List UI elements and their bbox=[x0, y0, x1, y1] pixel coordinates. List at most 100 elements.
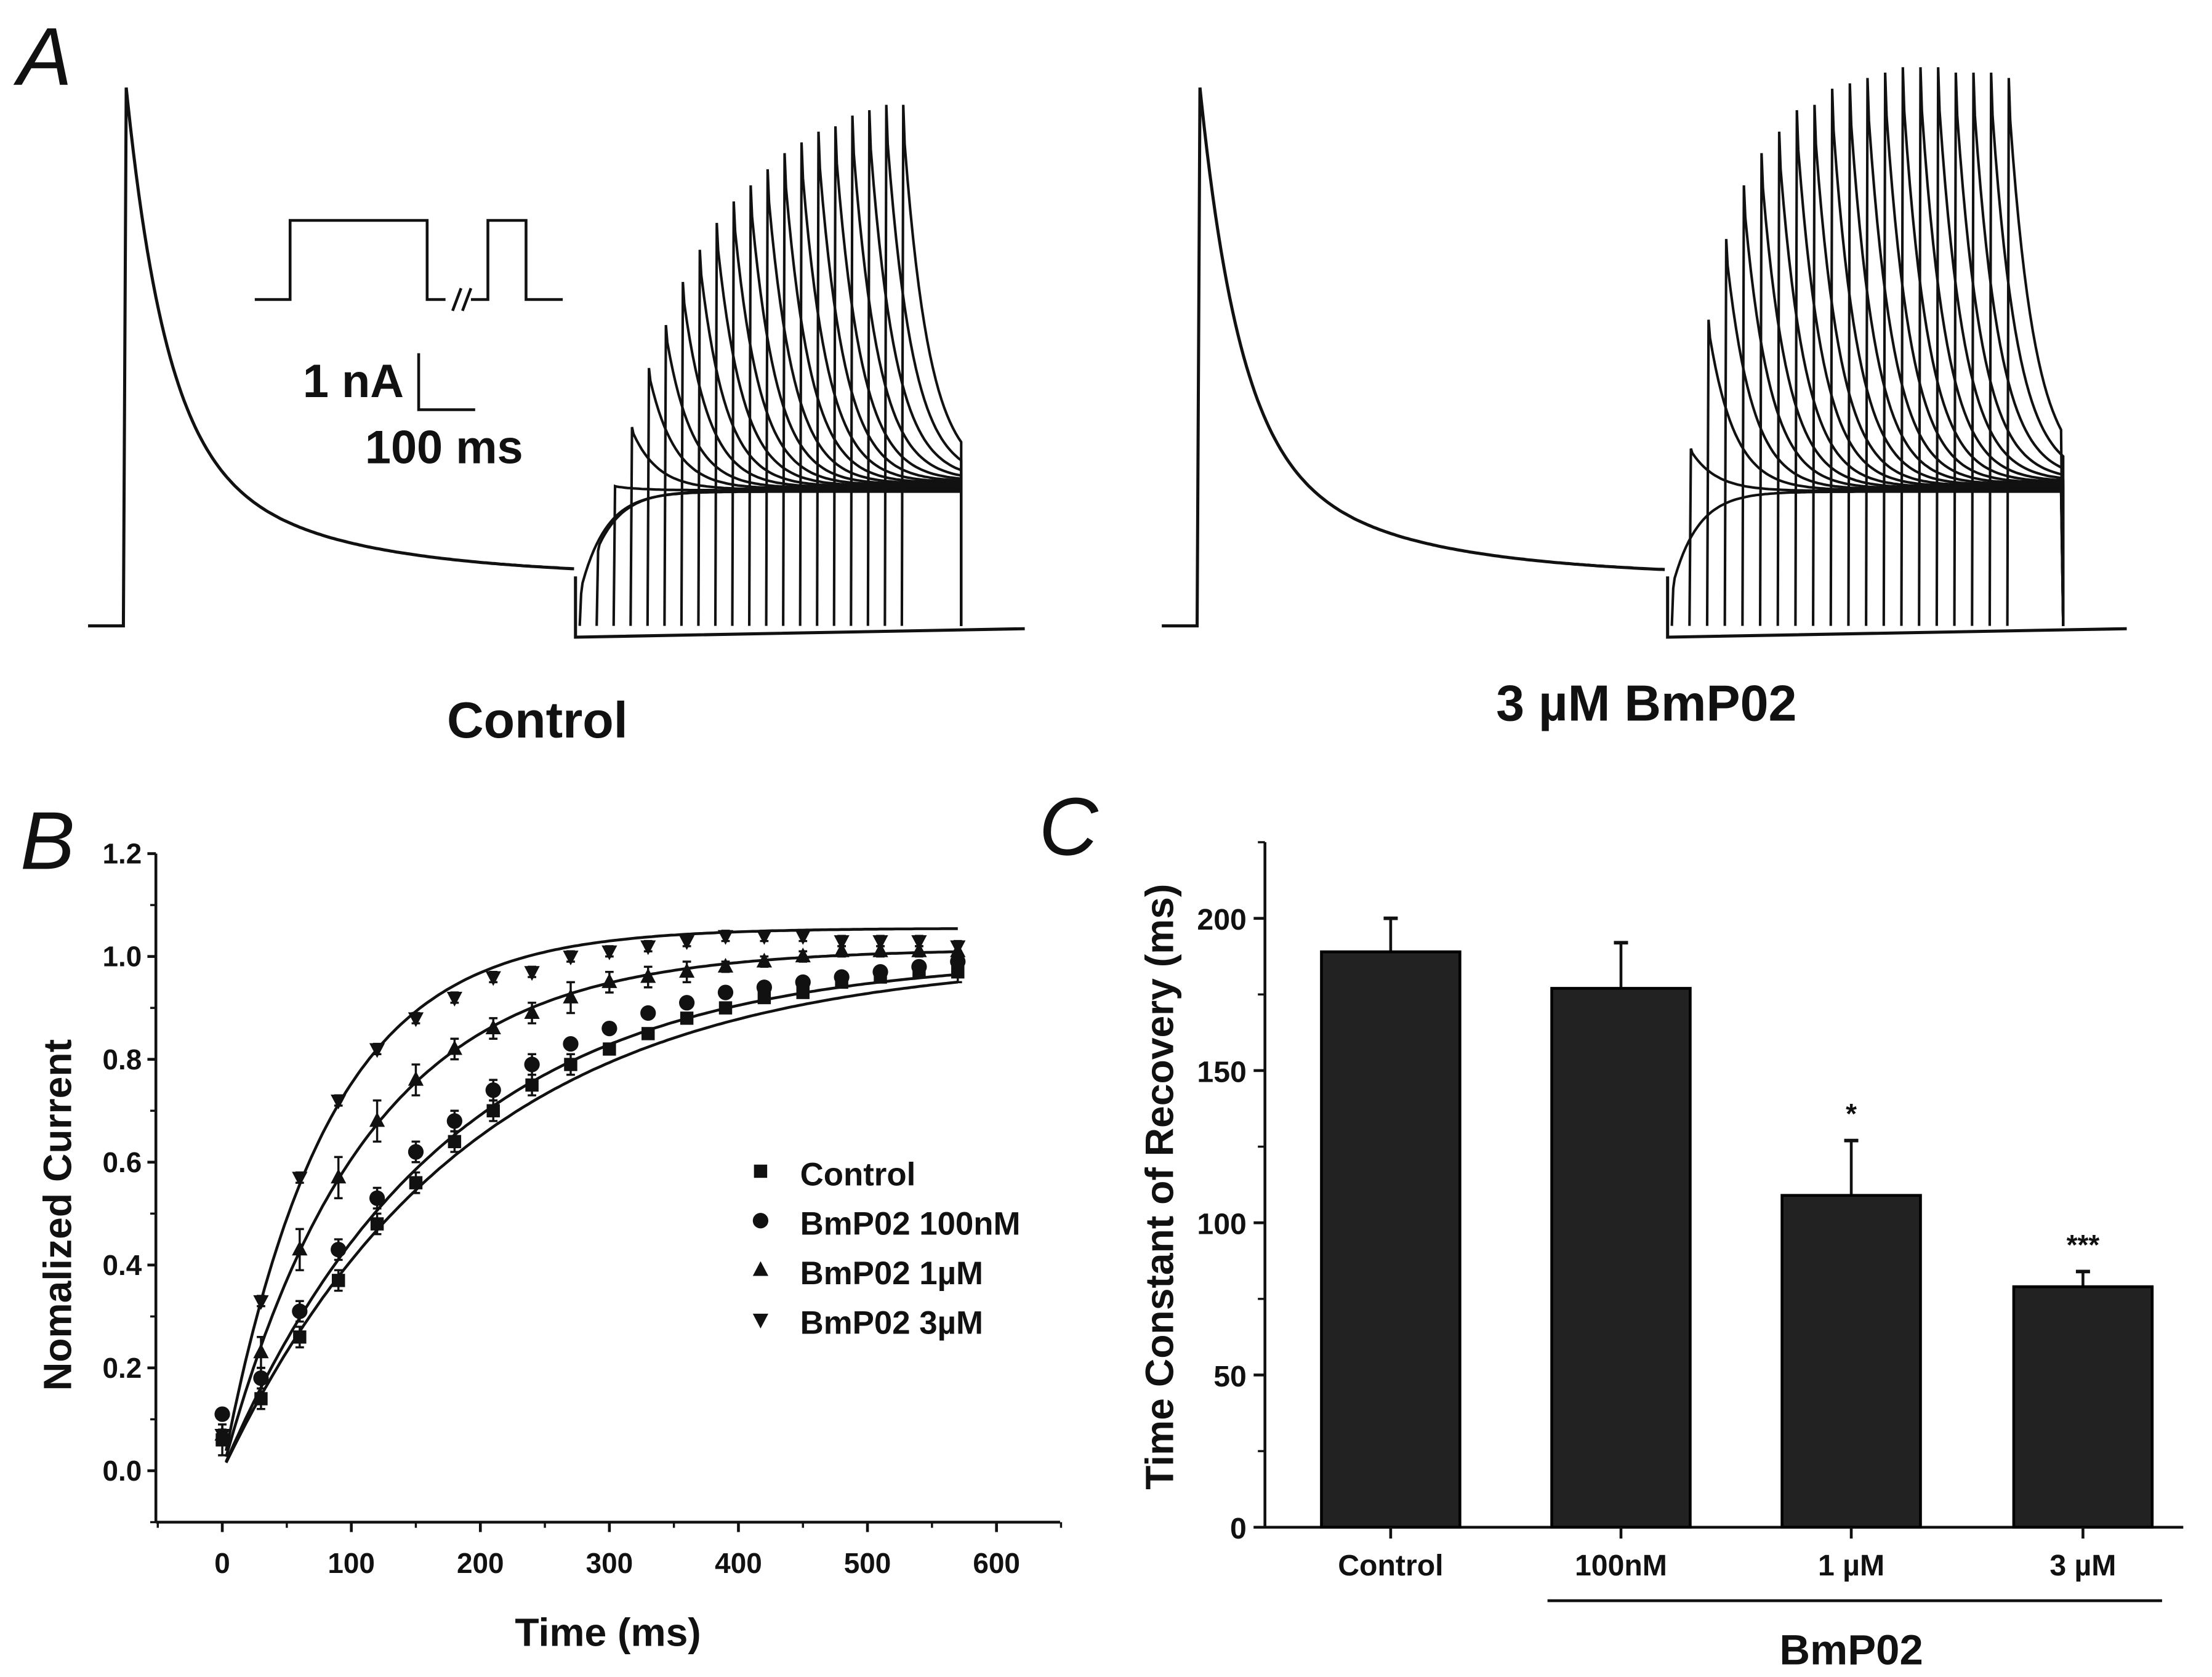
data-point bbox=[524, 966, 540, 981]
y-tick-label: 0.8 bbox=[102, 1044, 142, 1076]
fit-curve bbox=[225, 950, 958, 1457]
test-pulse-trace bbox=[595, 489, 963, 626]
series-bmp02-100nm bbox=[214, 954, 966, 1463]
bar bbox=[1320, 950, 1462, 1529]
panel-label-b: B bbox=[20, 795, 75, 887]
data-point bbox=[756, 952, 772, 968]
data-point bbox=[485, 1019, 501, 1035]
conditioning-trace bbox=[88, 87, 574, 628]
data-point bbox=[409, 1176, 423, 1189]
data-point bbox=[872, 935, 888, 951]
data-point bbox=[950, 940, 966, 955]
y-tick-label: 0.6 bbox=[102, 1146, 142, 1178]
test-pulse-trace bbox=[782, 153, 963, 626]
test-pulse-trace bbox=[832, 126, 963, 626]
group-label: BmP02 bbox=[1779, 1626, 1923, 1673]
x-tick-label: 200 bbox=[457, 1547, 504, 1579]
data-point bbox=[795, 930, 811, 945]
data-point bbox=[678, 995, 695, 1011]
x-tick-label: 500 bbox=[844, 1547, 891, 1579]
data-point bbox=[214, 1406, 230, 1422]
test-pulse-trace bbox=[866, 110, 963, 626]
data-point bbox=[950, 954, 966, 970]
x-tick-label: 600 bbox=[973, 1547, 1020, 1579]
voltage-protocol-icon bbox=[254, 219, 563, 312]
data-point bbox=[524, 1003, 540, 1019]
data-point bbox=[563, 1036, 579, 1052]
panel-a: A 1 nA 100 ms Control 3 µM BmP02 bbox=[13, 12, 2127, 749]
bar-group: 1 µM * bbox=[1780, 1098, 1922, 1582]
test-pulse-trace bbox=[2006, 78, 2065, 626]
data-point bbox=[601, 973, 617, 988]
data-point bbox=[834, 935, 850, 951]
baseline-trace bbox=[1666, 576, 2127, 639]
x-tick-label: 100nM bbox=[1575, 1549, 1667, 1582]
time-constant-bar-chart: 0 50 100 150 200 Control 100nM 1 µM * 3 µM *** bbox=[1197, 841, 2184, 1582]
data-point bbox=[331, 1274, 345, 1287]
data-point bbox=[834, 969, 850, 985]
test-pulse-trace bbox=[883, 105, 963, 626]
data-point bbox=[253, 1343, 269, 1359]
baseline-trace bbox=[574, 576, 1025, 639]
x-tick-label: Control bbox=[1338, 1549, 1443, 1582]
data-point bbox=[369, 1190, 385, 1206]
legend-marker bbox=[752, 1313, 769, 1329]
test-pulse-trace bbox=[850, 115, 963, 626]
series-bmp02-1-m bbox=[214, 942, 966, 1457]
data-point bbox=[214, 1429, 230, 1444]
data-point bbox=[563, 988, 579, 1003]
legend-label: BmP02 100nM bbox=[800, 1206, 1021, 1242]
data-point bbox=[446, 991, 462, 1007]
data-point bbox=[369, 1043, 385, 1058]
series-bmp02-3-m bbox=[214, 927, 966, 1452]
data-point bbox=[408, 1071, 424, 1086]
data-point bbox=[408, 1144, 424, 1160]
data-point bbox=[292, 1241, 308, 1256]
recovery-scatter-chart: 0 100 200 300 400 500 600 0.0 0.2 0.4 0.6 0.8 1.0 1.2… bbox=[102, 838, 1063, 1579]
test-pulse-trace bbox=[798, 142, 963, 626]
data-point bbox=[872, 964, 888, 980]
legend-label: BmP02 1µM bbox=[800, 1255, 983, 1292]
y-tick-label: 0.2 bbox=[102, 1352, 142, 1384]
conditioning-trace bbox=[1162, 87, 1665, 628]
bar bbox=[1550, 987, 1692, 1529]
data-point bbox=[524, 1056, 540, 1072]
data-point bbox=[717, 984, 734, 1000]
test-pulse-trace bbox=[900, 105, 963, 626]
bmp02-current-traces bbox=[1162, 67, 2127, 639]
data-point bbox=[446, 1113, 462, 1129]
test-pulse-trace bbox=[714, 223, 963, 626]
y-tick-label: 50 bbox=[1213, 1360, 1247, 1393]
bar bbox=[1780, 1194, 1922, 1529]
data-point bbox=[911, 959, 927, 975]
data-point bbox=[293, 1330, 307, 1344]
x-tick-label: 400 bbox=[715, 1547, 762, 1579]
x-tick-label: 3 µM bbox=[2049, 1549, 2116, 1582]
test-pulse-trace bbox=[578, 490, 963, 626]
control-label: Control bbox=[447, 691, 628, 749]
data-point bbox=[563, 951, 579, 966]
scale-current-label: 1 nA bbox=[303, 355, 404, 408]
legend-marker bbox=[754, 1164, 768, 1178]
legend-marker bbox=[752, 1261, 769, 1276]
bar-group: Control bbox=[1320, 916, 1462, 1582]
y-tick-label: 100 bbox=[1197, 1208, 1246, 1241]
panel-b: B 0 100 200 300 400 500 600 0.0 0.2 0.4 0.6 0.8 1.0 1… bbox=[20, 795, 1063, 1655]
y-tick-label: 0 bbox=[1230, 1512, 1247, 1545]
data-point bbox=[678, 963, 695, 978]
fit-curve bbox=[225, 980, 959, 1463]
data-point bbox=[640, 940, 656, 955]
y-tick-label: 150 bbox=[1197, 1055, 1246, 1088]
legend-label: BmP02 3µM bbox=[800, 1305, 983, 1341]
y-tick-label: 1.2 bbox=[102, 838, 142, 870]
y-axis-label: Nomalized Current bbox=[36, 1039, 80, 1391]
data-point bbox=[485, 1082, 501, 1098]
data-point bbox=[331, 1242, 347, 1258]
data-point bbox=[717, 930, 734, 945]
significance-marker: * bbox=[1846, 1098, 1857, 1130]
test-pulse-trace bbox=[646, 368, 963, 626]
data-point bbox=[756, 930, 772, 945]
scale-bar bbox=[417, 353, 475, 411]
data-point bbox=[756, 979, 772, 995]
